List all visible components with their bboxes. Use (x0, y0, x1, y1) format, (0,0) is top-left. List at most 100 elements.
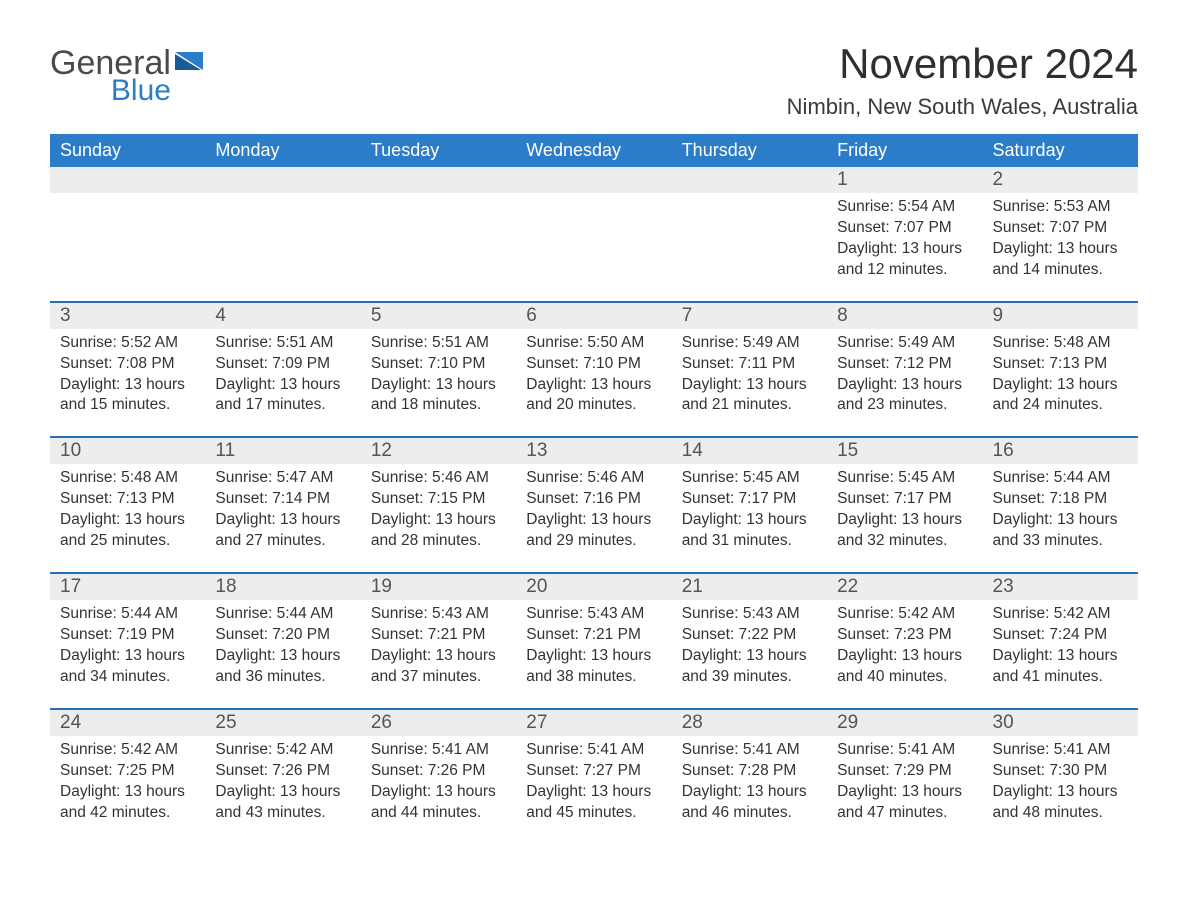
day-number: 23 (983, 574, 1138, 600)
day-body: Sunrise: 5:49 AMSunset: 7:11 PMDaylight:… (672, 329, 827, 437)
day-body: Sunrise: 5:43 AMSunset: 7:22 PMDaylight:… (672, 600, 827, 708)
day-number: 2 (983, 167, 1138, 193)
calendar-cell: 28Sunrise: 5:41 AMSunset: 7:28 PMDayligh… (672, 709, 827, 844)
daylight-line: Daylight: 13 hours and 41 minutes. (993, 646, 1128, 688)
day-body: Sunrise: 5:48 AMSunset: 7:13 PMDaylight:… (983, 329, 1138, 437)
day-number: 7 (672, 303, 827, 329)
calendar-cell: 11Sunrise: 5:47 AMSunset: 7:14 PMDayligh… (205, 437, 360, 573)
daylight-line: Daylight: 13 hours and 23 minutes. (837, 375, 972, 417)
sunrise-line: Sunrise: 5:43 AM (526, 604, 661, 625)
calendar-week: 24Sunrise: 5:42 AMSunset: 7:25 PMDayligh… (50, 709, 1138, 844)
daylight-line: Daylight: 13 hours and 32 minutes. (837, 510, 972, 552)
day-body: Sunrise: 5:53 AMSunset: 7:07 PMDaylight:… (983, 193, 1138, 301)
day-body: Sunrise: 5:49 AMSunset: 7:12 PMDaylight:… (827, 329, 982, 437)
sunset-line: Sunset: 7:25 PM (60, 761, 195, 782)
calendar-body: 1Sunrise: 5:54 AMSunset: 7:07 PMDaylight… (50, 167, 1138, 843)
sunrise-line: Sunrise: 5:43 AM (371, 604, 506, 625)
calendar-cell: 26Sunrise: 5:41 AMSunset: 7:26 PMDayligh… (361, 709, 516, 844)
calendar-week: 10Sunrise: 5:48 AMSunset: 7:13 PMDayligh… (50, 437, 1138, 573)
calendar-cell (205, 167, 360, 302)
day-number (205, 167, 360, 193)
day-body: Sunrise: 5:50 AMSunset: 7:10 PMDaylight:… (516, 329, 671, 437)
day-number: 16 (983, 438, 1138, 464)
logo-flag-icon (175, 52, 203, 72)
day-number (50, 167, 205, 193)
daylight-line: Daylight: 13 hours and 48 minutes. (993, 782, 1128, 824)
calendar-cell: 21Sunrise: 5:43 AMSunset: 7:22 PMDayligh… (672, 573, 827, 709)
month-title: November 2024 (787, 40, 1138, 88)
day-number: 10 (50, 438, 205, 464)
calendar-cell: 15Sunrise: 5:45 AMSunset: 7:17 PMDayligh… (827, 437, 982, 573)
sunrise-line: Sunrise: 5:46 AM (526, 468, 661, 489)
day-number: 21 (672, 574, 827, 600)
daylight-line: Daylight: 13 hours and 44 minutes. (371, 782, 506, 824)
day-body: Sunrise: 5:54 AMSunset: 7:07 PMDaylight:… (827, 193, 982, 301)
sunset-line: Sunset: 7:21 PM (371, 625, 506, 646)
sunset-line: Sunset: 7:16 PM (526, 489, 661, 510)
daylight-line: Daylight: 13 hours and 43 minutes. (215, 782, 350, 824)
day-body: Sunrise: 5:51 AMSunset: 7:09 PMDaylight:… (205, 329, 360, 437)
day-body: Sunrise: 5:42 AMSunset: 7:24 PMDaylight:… (983, 600, 1138, 708)
day-body: Sunrise: 5:41 AMSunset: 7:30 PMDaylight:… (983, 736, 1138, 844)
day-number (361, 167, 516, 193)
day-header: Friday (827, 134, 982, 167)
day-header-row: SundayMondayTuesdayWednesdayThursdayFrid… (50, 134, 1138, 167)
day-body: Sunrise: 5:41 AMSunset: 7:26 PMDaylight:… (361, 736, 516, 844)
sunrise-line: Sunrise: 5:51 AM (371, 333, 506, 354)
day-body (516, 193, 671, 291)
sunrise-line: Sunrise: 5:51 AM (215, 333, 350, 354)
day-number: 9 (983, 303, 1138, 329)
calendar-week: 1Sunrise: 5:54 AMSunset: 7:07 PMDaylight… (50, 167, 1138, 302)
day-number: 20 (516, 574, 671, 600)
day-number: 17 (50, 574, 205, 600)
daylight-line: Daylight: 13 hours and 18 minutes. (371, 375, 506, 417)
day-body: Sunrise: 5:43 AMSunset: 7:21 PMDaylight:… (361, 600, 516, 708)
sunrise-line: Sunrise: 5:41 AM (526, 740, 661, 761)
daylight-line: Daylight: 13 hours and 39 minutes. (682, 646, 817, 688)
calendar-cell: 19Sunrise: 5:43 AMSunset: 7:21 PMDayligh… (361, 573, 516, 709)
calendar-week: 17Sunrise: 5:44 AMSunset: 7:19 PMDayligh… (50, 573, 1138, 709)
day-body: Sunrise: 5:48 AMSunset: 7:13 PMDaylight:… (50, 464, 205, 572)
calendar-cell: 29Sunrise: 5:41 AMSunset: 7:29 PMDayligh… (827, 709, 982, 844)
day-body: Sunrise: 5:43 AMSunset: 7:21 PMDaylight:… (516, 600, 671, 708)
daylight-line: Daylight: 13 hours and 38 minutes. (526, 646, 661, 688)
day-body: Sunrise: 5:41 AMSunset: 7:29 PMDaylight:… (827, 736, 982, 844)
daylight-line: Daylight: 13 hours and 40 minutes. (837, 646, 972, 688)
sunset-line: Sunset: 7:28 PM (682, 761, 817, 782)
day-body: Sunrise: 5:44 AMSunset: 7:19 PMDaylight:… (50, 600, 205, 708)
day-body: Sunrise: 5:44 AMSunset: 7:18 PMDaylight:… (983, 464, 1138, 572)
daylight-line: Daylight: 13 hours and 47 minutes. (837, 782, 972, 824)
calendar-cell (516, 167, 671, 302)
calendar-week: 3Sunrise: 5:52 AMSunset: 7:08 PMDaylight… (50, 302, 1138, 438)
calendar-cell: 7Sunrise: 5:49 AMSunset: 7:11 PMDaylight… (672, 302, 827, 438)
day-body: Sunrise: 5:41 AMSunset: 7:28 PMDaylight:… (672, 736, 827, 844)
calendar-cell: 9Sunrise: 5:48 AMSunset: 7:13 PMDaylight… (983, 302, 1138, 438)
sunrise-line: Sunrise: 5:42 AM (60, 740, 195, 761)
sunset-line: Sunset: 7:21 PM (526, 625, 661, 646)
day-body (672, 193, 827, 291)
daylight-line: Daylight: 13 hours and 36 minutes. (215, 646, 350, 688)
sunset-line: Sunset: 7:13 PM (60, 489, 195, 510)
daylight-line: Daylight: 13 hours and 20 minutes. (526, 375, 661, 417)
sunset-line: Sunset: 7:13 PM (993, 354, 1128, 375)
day-number: 4 (205, 303, 360, 329)
day-body: Sunrise: 5:45 AMSunset: 7:17 PMDaylight:… (827, 464, 982, 572)
sunset-line: Sunset: 7:17 PM (682, 489, 817, 510)
sunset-line: Sunset: 7:14 PM (215, 489, 350, 510)
calendar-cell (672, 167, 827, 302)
calendar-cell: 12Sunrise: 5:46 AMSunset: 7:15 PMDayligh… (361, 437, 516, 573)
calendar-cell: 6Sunrise: 5:50 AMSunset: 7:10 PMDaylight… (516, 302, 671, 438)
sunset-line: Sunset: 7:10 PM (371, 354, 506, 375)
day-body (361, 193, 516, 291)
daylight-line: Daylight: 13 hours and 37 minutes. (371, 646, 506, 688)
calendar-cell: 10Sunrise: 5:48 AMSunset: 7:13 PMDayligh… (50, 437, 205, 573)
daylight-line: Daylight: 13 hours and 34 minutes. (60, 646, 195, 688)
logo: General Blue (50, 40, 203, 106)
daylight-line: Daylight: 13 hours and 33 minutes. (993, 510, 1128, 552)
sunrise-line: Sunrise: 5:49 AM (837, 333, 972, 354)
sunrise-line: Sunrise: 5:45 AM (837, 468, 972, 489)
calendar-cell: 5Sunrise: 5:51 AMSunset: 7:10 PMDaylight… (361, 302, 516, 438)
sunset-line: Sunset: 7:20 PM (215, 625, 350, 646)
calendar-cell: 16Sunrise: 5:44 AMSunset: 7:18 PMDayligh… (983, 437, 1138, 573)
day-body: Sunrise: 5:44 AMSunset: 7:20 PMDaylight:… (205, 600, 360, 708)
